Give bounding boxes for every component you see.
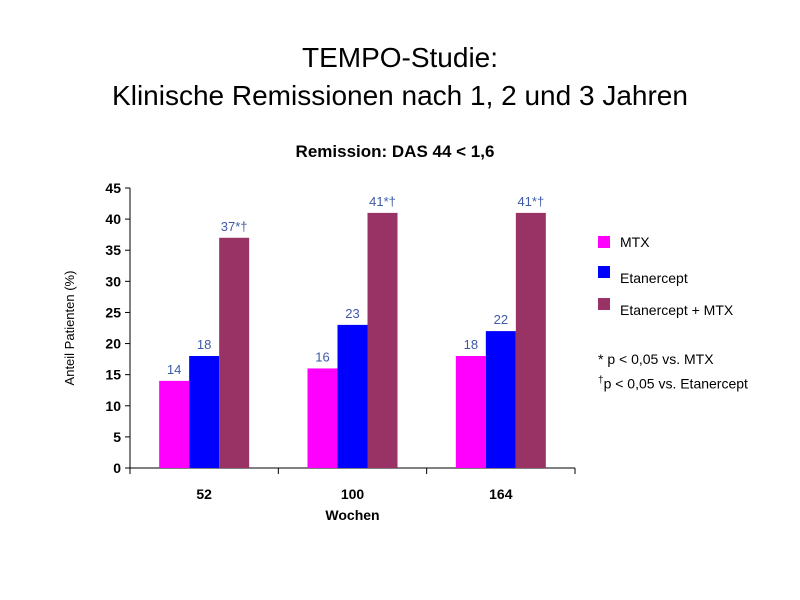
x-tick-label: 52	[196, 486, 212, 502]
legend-label-etanercept: Etanercept	[620, 270, 688, 286]
data-label: 41*†	[369, 194, 396, 209]
y-tick-label: 20	[105, 336, 121, 352]
bar-mtx-100	[307, 368, 338, 468]
x-tick-label: 164	[489, 486, 513, 502]
legend-swatch-mtx	[598, 236, 610, 248]
y-tick-label: 10	[105, 398, 121, 414]
dagger-symbol: †	[598, 375, 604, 386]
y-tick-label: 35	[105, 242, 121, 258]
data-label: 14	[167, 362, 181, 377]
y-tick-label: 45	[105, 180, 121, 196]
y-axis-title: Anteil Patienten (%)	[62, 271, 77, 386]
bar-etanercept-164	[485, 331, 516, 468]
legend-swatch-etanercept-mtx	[598, 298, 610, 310]
slide-title-line-2: Klinische Remissionen nach 1, 2 und 3 Ja…	[112, 80, 688, 111]
y-tick-label: 30	[105, 273, 121, 289]
footnote-star: * p < 0,05 vs. MTX	[598, 351, 714, 367]
legend-label-etanercept-mtx: Etanercept + MTX	[620, 302, 734, 318]
chart-title: Remission: DAS 44 < 1,6	[295, 142, 495, 161]
footnote-dagger: †p < 0,05 vs. Etanercept	[598, 370, 748, 395]
bar-etanercept-mtx-52	[219, 237, 250, 468]
y-tick-label: 15	[105, 367, 121, 383]
bar-mtx-164	[455, 356, 486, 468]
x-axis-title: Wochen	[325, 507, 379, 523]
footnote-dagger-text: p < 0,05 vs. Etanercept	[603, 375, 748, 392]
data-label: 22	[494, 312, 508, 327]
y-tick-label: 40	[105, 211, 121, 227]
y-tick-label: 25	[105, 304, 121, 320]
data-label: 37*†	[221, 219, 248, 234]
footnotes: * p < 0,05 vs. MTX †p < 0,05 vs. Etanerc…	[598, 348, 748, 395]
y-tick-label: 0	[113, 460, 121, 476]
bar-etanercept-mtx-100	[367, 212, 398, 468]
bar-etanercept-mtx-164	[515, 212, 546, 468]
slide-title-line-1: TEMPO-Studie:	[301, 42, 499, 73]
data-label: 16	[315, 349, 329, 364]
legend-swatch-etanercept	[598, 266, 610, 278]
x-tick-label: 100	[341, 486, 365, 502]
data-label: 23	[345, 306, 359, 321]
bar-etanercept-52	[189, 356, 220, 468]
data-label: 18	[197, 337, 211, 352]
legend-label-mtx: MTX	[620, 234, 650, 250]
bar-mtx-52	[159, 380, 190, 468]
data-label: 41*†	[517, 194, 544, 209]
y-tick-label: 5	[113, 429, 121, 445]
data-label: 18	[464, 337, 478, 352]
bar-etanercept-100	[337, 324, 368, 468]
